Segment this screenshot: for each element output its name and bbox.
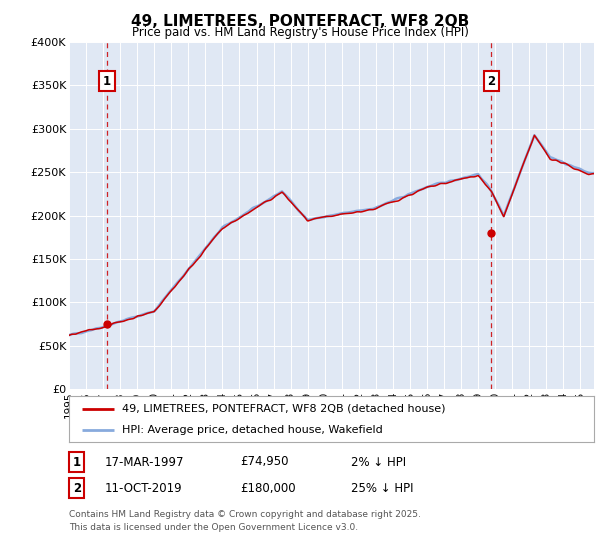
Text: £74,950: £74,950	[240, 455, 289, 469]
Text: 11-OCT-2019: 11-OCT-2019	[105, 482, 182, 495]
Text: 1: 1	[73, 455, 81, 469]
Text: This data is licensed under the Open Government Licence v3.0.: This data is licensed under the Open Gov…	[69, 523, 358, 532]
Text: 2% ↓ HPI: 2% ↓ HPI	[351, 455, 406, 469]
Text: 25% ↓ HPI: 25% ↓ HPI	[351, 482, 413, 495]
Text: HPI: Average price, detached house, Wakefield: HPI: Average price, detached house, Wake…	[121, 425, 382, 435]
Text: 2: 2	[487, 74, 496, 87]
Text: 49, LIMETREES, PONTEFRACT, WF8 2QB: 49, LIMETREES, PONTEFRACT, WF8 2QB	[131, 14, 469, 29]
Text: £180,000: £180,000	[240, 482, 296, 495]
Text: 17-MAR-1997: 17-MAR-1997	[105, 455, 185, 469]
Text: 1: 1	[103, 74, 111, 87]
Text: 2: 2	[73, 482, 81, 495]
Text: 49, LIMETREES, PONTEFRACT, WF8 2QB (detached house): 49, LIMETREES, PONTEFRACT, WF8 2QB (deta…	[121, 404, 445, 414]
Text: Price paid vs. HM Land Registry's House Price Index (HPI): Price paid vs. HM Land Registry's House …	[131, 26, 469, 39]
Text: Contains HM Land Registry data © Crown copyright and database right 2025.: Contains HM Land Registry data © Crown c…	[69, 510, 421, 519]
